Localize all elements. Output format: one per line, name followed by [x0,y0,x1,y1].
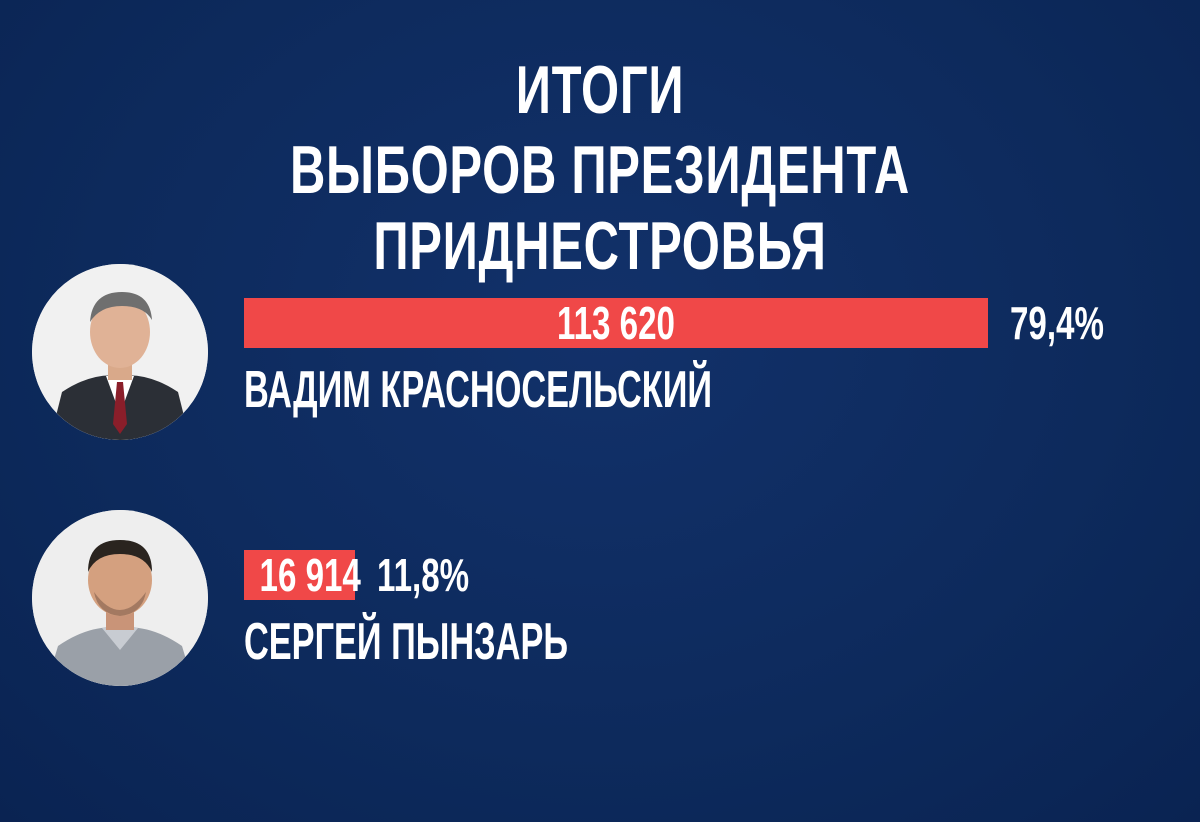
bar-1-value-label: 113 620 [557,297,675,349]
bar-1-percent-label: 79,4% [1010,297,1104,349]
candidate-1-photo [32,264,208,440]
candidate-2-name: СЕРГЕЙ ПЫНЗАРЬ [244,613,569,671]
bar-2 [244,550,355,600]
candidate-2-photo [32,510,208,686]
candidate-portrait-icon [32,510,208,686]
candidate-1-name: ВАДИМ КРАСНОСЕЛЬСКИЙ [244,361,713,419]
title-line-2: ВЫБОРОВ ПРЕЗИДЕНТА ПРИДНЕСТРОВЬЯ [289,132,911,284]
title-line-1: ИТОГИ [515,52,685,128]
bar-2-percent-label: 11,8% [377,549,470,601]
candidate-portrait-icon [32,264,208,440]
bar-2-value-label: 16 914 [259,549,361,601]
bar-1 [244,298,988,348]
